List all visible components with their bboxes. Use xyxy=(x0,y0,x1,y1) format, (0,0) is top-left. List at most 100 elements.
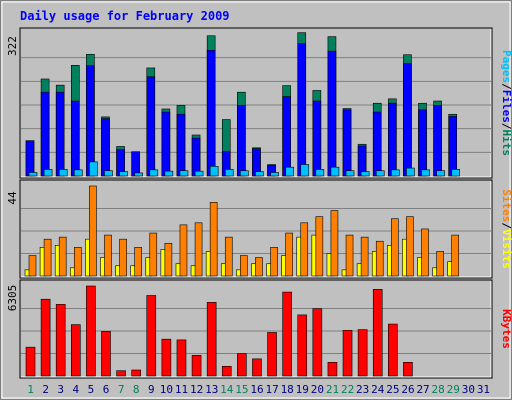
files-bar xyxy=(131,151,140,177)
x-tick-label: 29 xyxy=(447,383,460,396)
pages-bar xyxy=(270,172,279,177)
x-tick-label: 11 xyxy=(175,383,188,396)
pages-bar xyxy=(436,170,445,177)
max-value-label: 44 xyxy=(6,191,19,205)
pages-bar xyxy=(330,166,340,177)
sites-bar xyxy=(43,238,52,277)
files-bar xyxy=(448,116,458,177)
x-tick-label: 27 xyxy=(416,383,429,396)
files-bar xyxy=(388,102,397,177)
kbytes-bar xyxy=(86,285,96,377)
legend-files: Files xyxy=(500,90,512,123)
files-bar xyxy=(146,76,156,177)
sites-bar xyxy=(164,242,173,277)
kbytes-bar xyxy=(25,346,36,377)
sites-bar xyxy=(73,247,82,277)
kbytes-bar xyxy=(221,365,232,377)
pages-bar xyxy=(179,170,189,177)
pages-bar xyxy=(315,169,325,177)
sites-bar xyxy=(119,238,127,277)
kbytes-bar xyxy=(191,355,202,377)
sites-bar xyxy=(285,232,293,277)
panel-legend: Pages/Files/Hits xyxy=(500,50,512,156)
pages-bar xyxy=(375,170,385,177)
legend-sites: Sites xyxy=(500,189,512,222)
x-tick-label: 31 xyxy=(477,383,490,396)
x-tick-label: 12 xyxy=(190,383,203,396)
files-bar xyxy=(312,100,322,177)
legend-visits: Visits xyxy=(500,229,512,269)
sites-bar xyxy=(58,236,67,277)
files-bar xyxy=(86,65,95,177)
x-tick-label: 25 xyxy=(386,383,399,396)
files-bar xyxy=(70,100,80,177)
x-tick-label: 6 xyxy=(103,383,110,396)
files-bar xyxy=(101,118,110,177)
legend-separator: / xyxy=(500,123,512,130)
legend-pages: Pages xyxy=(500,50,512,83)
pages-bar xyxy=(104,170,113,177)
x-tick-label: 21 xyxy=(326,383,339,396)
x-tick-label: 1 xyxy=(27,383,34,396)
legend-separator: / xyxy=(500,83,512,90)
panel-bottom: 6305 KBytes xyxy=(6,279,512,379)
x-tick-label: 9 xyxy=(148,383,155,396)
x-tick-label: 14 xyxy=(220,383,234,396)
pages-bar xyxy=(240,170,249,177)
sites-bar xyxy=(345,234,354,277)
sites-bar xyxy=(194,222,203,277)
files-bar xyxy=(161,111,171,177)
x-tick-label: 7 xyxy=(118,383,125,396)
sites-bar xyxy=(406,216,414,277)
files-bar xyxy=(282,96,291,177)
chart-title: Daily usage for February 2009 xyxy=(20,9,230,23)
pages-bar xyxy=(28,172,38,177)
legend-kbytes: KBytes xyxy=(500,309,512,349)
files-bar xyxy=(372,111,382,177)
kbytes-bar xyxy=(146,295,157,377)
pages-bar xyxy=(360,171,370,177)
max-value-label: 6305 xyxy=(6,285,19,312)
files-bar xyxy=(191,137,201,177)
sites-bar xyxy=(224,236,233,277)
files-bar xyxy=(176,113,186,177)
pages-bar xyxy=(391,169,400,177)
x-tick-label: 5 xyxy=(88,383,95,396)
pages-bar xyxy=(224,169,234,177)
pages-bar xyxy=(345,170,355,177)
sites-bar xyxy=(330,210,339,277)
pages-bar xyxy=(149,169,159,177)
x-tick-label: 8 xyxy=(133,383,140,396)
x-tick-label: 28 xyxy=(432,383,445,396)
kbytes-bar xyxy=(312,308,323,377)
kbytes-bar xyxy=(161,338,172,377)
sites-bar xyxy=(436,251,444,277)
kbytes-bar xyxy=(357,329,368,377)
pages-bar xyxy=(43,169,53,177)
legend-text: Pages/Files/Hits xyxy=(500,50,512,156)
sites-bar xyxy=(28,255,37,277)
sites-bar xyxy=(209,202,218,277)
sites-bar xyxy=(89,185,97,277)
kbytes-bar xyxy=(267,332,277,377)
files-bar xyxy=(297,43,307,177)
panel-middle: 44 Sites/Visits xyxy=(6,179,512,279)
pages-bar xyxy=(406,167,415,177)
x-tick-label: 30 xyxy=(462,383,475,396)
x-tick-label: 20 xyxy=(311,383,324,396)
sites-bar xyxy=(104,234,112,277)
panel-legend: Sites/Visits xyxy=(500,189,512,269)
sites-bar xyxy=(134,247,142,277)
kbytes-bar xyxy=(342,330,353,377)
x-tick-label: 15 xyxy=(235,383,248,396)
pages-bar xyxy=(194,170,204,177)
sites-bar xyxy=(179,224,188,277)
x-tick-label: 10 xyxy=(160,383,173,396)
kbytes-bar xyxy=(55,304,66,377)
x-tick-label: 13 xyxy=(205,383,218,396)
x-tick-label: 16 xyxy=(250,383,263,396)
pages-bar xyxy=(73,169,83,177)
